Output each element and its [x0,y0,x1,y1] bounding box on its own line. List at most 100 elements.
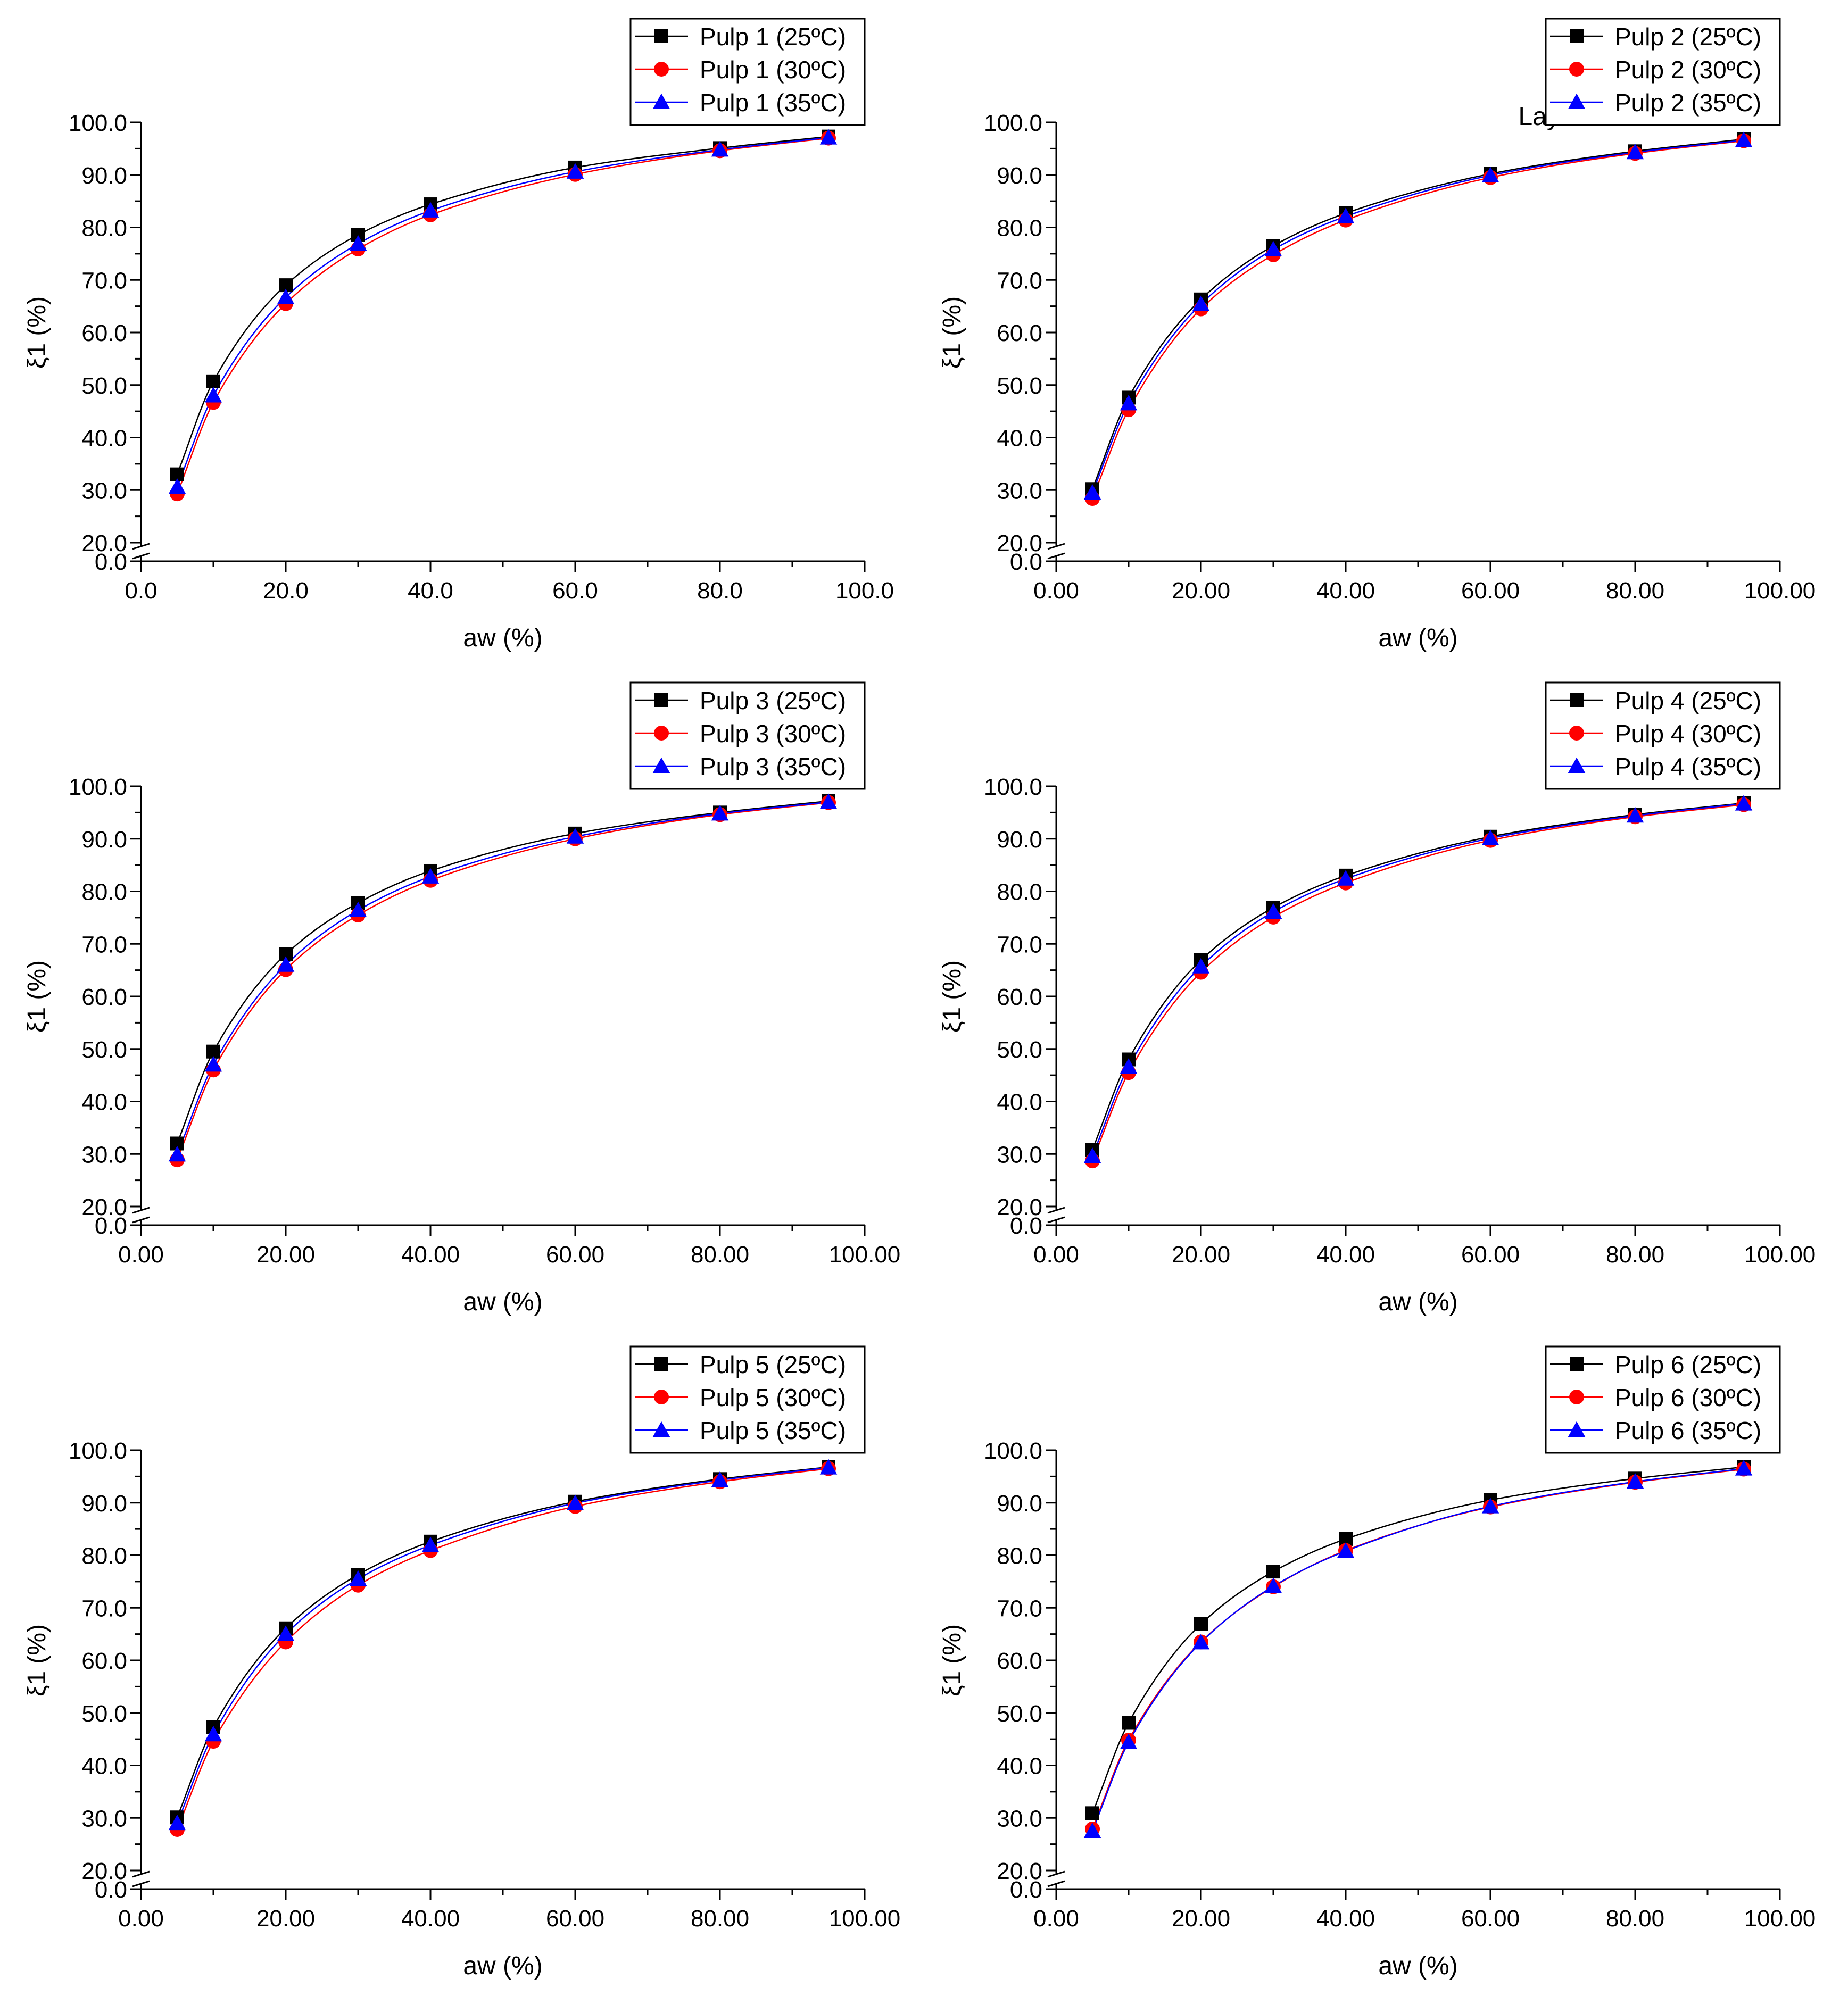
y-tick-label: 80.0 [997,879,1042,905]
y-tick-label: 40.0 [997,1090,1042,1116]
y-tick-label: 50.0 [81,1701,127,1727]
data-point [1192,295,1210,311]
series-line [176,137,829,494]
y-tick-label: 90.0 [997,163,1042,189]
data-point [1120,395,1138,411]
x-tick-label: 40.00 [401,1906,460,1932]
legend-box [629,681,866,790]
y-tick-label: 0.0 [1010,1213,1042,1239]
axis-break-mark [1047,1880,1065,1887]
y-tick-label: 100.0 [69,1438,127,1464]
x-axis-title: aw (%) [1378,1952,1457,1980]
y-tick-label: 50.0 [81,1037,127,1063]
legend-marker [652,1421,670,1437]
y-tick-label: 60.0 [997,320,1042,346]
x-tick-label: 0.00 [118,1906,164,1932]
series-line [1091,139,1744,493]
y-tick-label: 90.0 [81,1491,127,1517]
x-tick-label: 40.00 [1316,1242,1375,1268]
legend-label: Pulp 1 (25ºC) [700,23,846,51]
data-point [1481,1498,1499,1514]
data-point [204,1056,222,1072]
series-line [1091,140,1744,499]
y-tick-label: 80.0 [81,215,127,242]
y-tick-label: 60.0 [81,1648,127,1674]
y-tick-label: 20.0 [997,1194,1042,1220]
x-tick-label: 20.00 [256,1242,315,1268]
y-tick-label: 50.0 [997,1037,1042,1063]
x-tick-label: 20.00 [256,1906,315,1932]
x-tick-label: 0.00 [1033,1242,1079,1268]
chart-panel-5: 0.020.0 30.0 40.0 50.0 60.0 70.0 80.0 90.0 100.0… [23,1345,901,1980]
y-tick-label: 50.0 [81,373,127,399]
data-point [1337,207,1355,223]
y-tick-label: 30.0 [81,1142,127,1168]
data-point [204,1725,222,1742]
series-line [176,802,829,1160]
chart-panel-6: 0.020.0 30.0 40.0 50.0 60.0 70.0 80.0 90.0 100.0… [938,1345,1816,1980]
legend-label: Pulp 3 (35ºC) [700,753,846,780]
x-tick-label: 80.0 [697,578,743,604]
y-tick-label: 60.0 [81,320,127,346]
x-tick-label: 20.00 [1172,1906,1230,1932]
axis-break-mark [132,1870,150,1878]
data-point [277,1625,295,1641]
legend-marker [1568,93,1586,109]
y-tick-label: 100.0 [984,1438,1042,1464]
y-tick-label: 30.0 [997,1806,1042,1832]
y-tick-label: 30.0 [81,478,127,504]
data-point [1735,1460,1753,1476]
data-point [711,805,729,821]
x-axis-title: aw (%) [1378,1288,1457,1316]
legend-label: Pulp 4 (25ºC) [1615,687,1761,714]
series-line [1091,802,1744,1150]
series-line [1091,1466,1744,1814]
data-point [819,129,838,145]
chart-panel-2: 0.020.0 30.0 40.0 50.0 60.0 70.0 80.0 90.0 100.0… [938,18,1816,652]
legend-marker [654,62,669,77]
data-point [1337,870,1355,886]
data-point [277,956,295,972]
legend-label: Pulp 4 (35ºC) [1615,753,1761,780]
y-axis-title: ξ1 (%) [23,1624,51,1697]
y-axis-title: ξ1 (%) [938,296,966,369]
x-tick-label: 60.00 [1461,578,1520,604]
y-tick-label: 80.0 [81,879,127,905]
data-point [349,1570,367,1586]
chart-panel-3: 0.020.0 30.0 40.0 50.0 60.0 70.0 80.0 90.0 100.0… [23,681,900,1316]
y-tick-label: 30.0 [997,478,1042,504]
data-point [1192,1634,1210,1650]
y-tick-label: 40.0 [81,1090,127,1116]
x-tick-label: 80.00 [1606,578,1664,604]
y-axis-title: ξ1 (%) [23,296,51,369]
x-tick-label: 0.00 [1033,1906,1079,1932]
data-point [349,235,367,251]
data-point [1626,807,1644,823]
x-tick-label: 40.00 [401,1242,460,1268]
data-point [421,202,440,218]
axis-break-mark [1047,543,1065,550]
y-tick-label: 100.0 [69,774,127,800]
legend-marker [652,93,670,109]
data-point [168,1145,186,1162]
y-tick-label: 0.0 [1010,549,1042,575]
data-point [1735,131,1753,147]
series-line [1091,803,1744,1157]
series-line [1091,1468,1744,1830]
axis-break-mark [1047,1870,1065,1878]
data-point [1120,1733,1138,1750]
x-tick-label: 100.00 [829,1906,901,1932]
chart-panel-4: 0.020.0 30.0 40.0 50.0 60.0 70.0 80.0 90.0 100.0… [938,681,1816,1316]
data-point [1083,1147,1101,1163]
x-tick-label: 100.00 [1744,1906,1816,1932]
legend-marker [654,1357,668,1371]
y-axis-title: ξ1 (%) [938,1624,966,1697]
y-tick-label: 30.0 [81,1806,127,1832]
data-point [1194,1617,1208,1631]
y-tick-label: 40.0 [997,426,1042,452]
y-tick-label: 20.0 [81,530,127,556]
series-line [1091,1468,1744,1832]
data-point [1626,144,1644,160]
x-tick-label: 20.00 [1172,578,1230,604]
